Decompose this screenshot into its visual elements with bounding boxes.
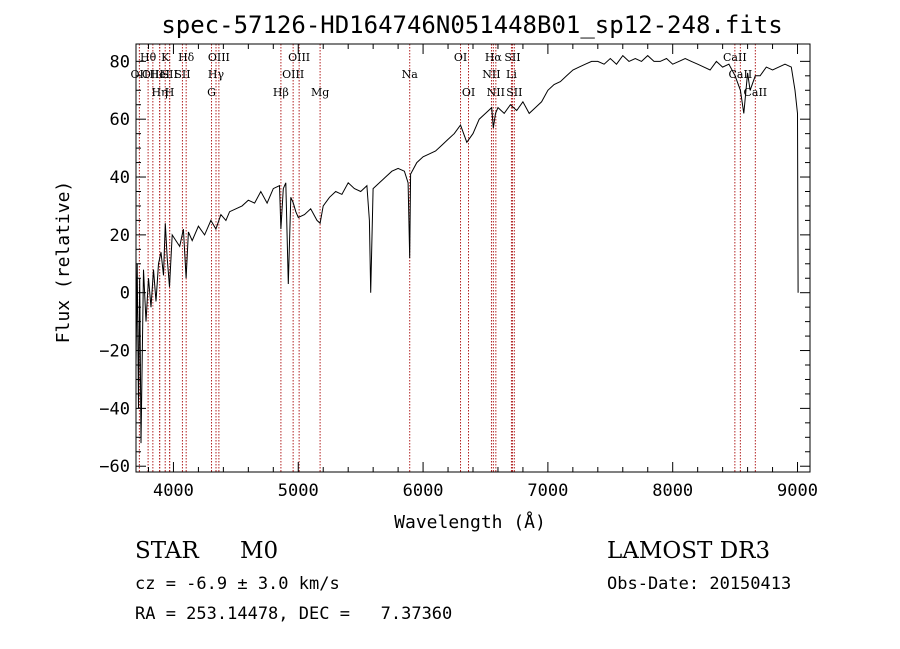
line-label-17: Na: [402, 68, 419, 81]
line-label-19: OI: [462, 86, 475, 99]
line-label-26: CaII: [723, 51, 747, 64]
line-label-8: Hδ: [178, 51, 195, 64]
line-label-3: Hη: [151, 86, 167, 99]
y-tick-label-0: −60: [99, 457, 130, 477]
line-label-23: SII: [504, 51, 520, 64]
y-tick-label-5: 40: [110, 168, 130, 188]
line-label-27: CaII: [729, 68, 753, 81]
y-tick-label-4: 20: [110, 226, 130, 246]
line-label-1: Hθ: [140, 51, 157, 64]
line-label-9: SII: [174, 68, 190, 81]
line-label-4: HeI: [149, 68, 169, 81]
y-tick-label-3: 0: [120, 284, 130, 304]
chart-title: spec-57126-HD164746N051448B01_sp12-248.f…: [161, 11, 782, 39]
coordinates: RA = 253.14478, DEC = 7.37360: [135, 604, 453, 624]
line-label-10: OIII: [208, 51, 230, 64]
line-label-6: SII: [162, 68, 178, 81]
line-label-22: NII: [487, 86, 505, 99]
x-axis-ticks: 4000 5000 6000 7000 8000 9000: [147, 44, 818, 501]
line-label-2: OIII: [142, 68, 164, 81]
object-class: STAR: [135, 538, 199, 564]
object-subclass: M0: [240, 538, 279, 564]
survey-name: LAMOST DR3: [607, 538, 771, 564]
emission-line-markers: [138, 44, 756, 472]
line-label-11: Hγ: [208, 68, 225, 81]
x-tick-label-2: 6000: [403, 481, 444, 501]
x-tick-label-3: 7000: [527, 481, 568, 501]
y-tick-label-7: 80: [110, 52, 130, 72]
line-label-24: Li: [506, 68, 517, 81]
line-label-25: SII: [506, 86, 522, 99]
x-axis-label: Wavelength (Å): [394, 511, 546, 533]
y-axis-label: Flux (relative): [53, 181, 74, 344]
x-tick-label-1: 5000: [278, 481, 319, 501]
line-label-14: OIII: [288, 51, 310, 64]
line-label-7: H: [165, 86, 175, 99]
x-tick-label-4: 8000: [652, 481, 693, 501]
y-axis-ticks: −60 −40 −20 0 20 40 60 80: [99, 52, 810, 477]
plot-frame: [135, 43, 811, 473]
line-label-13: Hβ: [273, 86, 289, 99]
line-label-0: OII: [131, 68, 149, 81]
line-label-15: OIII: [282, 68, 304, 81]
observation-date: Obs-Date: 20150413: [607, 574, 792, 594]
y-tick-label-6: 60: [110, 110, 130, 130]
line-label-12: G: [207, 86, 216, 99]
line-label-20: Hα: [485, 51, 503, 64]
y-tick-label-2: −20: [99, 342, 130, 362]
line-label-21: NII: [482, 68, 500, 81]
y-tick-label-1: −40: [99, 399, 130, 419]
line-label-5: K: [161, 51, 170, 64]
flux-series-line: [135, 54, 799, 444]
redshift-velocity: cz = -6.9 ± 3.0 km/s: [135, 574, 340, 594]
line-label-28: CaII: [743, 86, 767, 99]
line-label-16: Mg: [311, 86, 329, 99]
x-tick-label-0: 4000: [153, 481, 194, 501]
line-label-18: OI: [454, 51, 467, 64]
x-tick-label-5: 9000: [777, 481, 818, 501]
